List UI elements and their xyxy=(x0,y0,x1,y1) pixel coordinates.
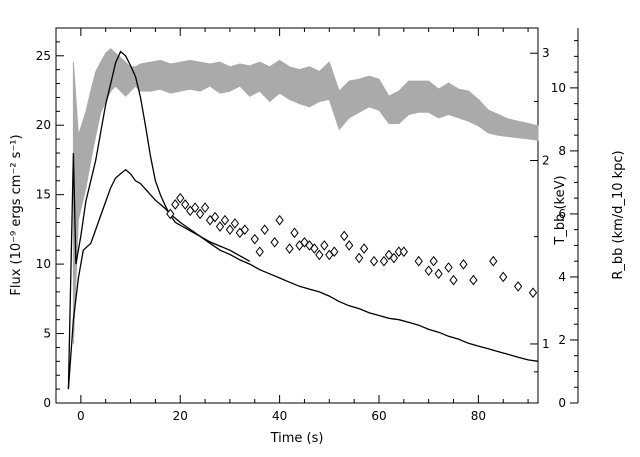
radius-marker xyxy=(215,221,225,232)
radius-marker xyxy=(499,271,508,283)
radius-marker xyxy=(285,243,294,254)
x-tick-label: 80 xyxy=(471,409,486,423)
radius-marker xyxy=(434,268,443,280)
y-axis-label-temperature: T_bb (keV) xyxy=(553,175,568,245)
t-tick-label: 3 xyxy=(542,46,550,60)
x-tick-label: 20 xyxy=(173,409,188,423)
radius-marker xyxy=(399,246,408,258)
radius-marker xyxy=(320,240,329,251)
y-tick-label-flux: 10 xyxy=(36,257,51,271)
radius-marker xyxy=(414,255,423,267)
radius-marker xyxy=(270,236,279,248)
radius-marker xyxy=(424,265,433,276)
radius-marker xyxy=(176,192,185,204)
radius-marker xyxy=(449,274,458,286)
r-tick-label: 2 xyxy=(558,333,566,347)
flux-layer xyxy=(67,50,539,390)
flux-line xyxy=(67,168,539,390)
radius-marker xyxy=(225,224,235,235)
radius-marker xyxy=(310,243,319,254)
r-tick-label: 10 xyxy=(551,81,566,95)
radius-marker xyxy=(181,199,190,210)
r-tick-label: 4 xyxy=(558,270,566,284)
r-tick-label: 8 xyxy=(558,144,566,158)
radius-marker xyxy=(379,255,389,267)
radius-marker xyxy=(369,255,379,267)
y-axis-label-radius: R_bb (km/d_10 kpc) xyxy=(611,150,626,279)
radius-marker xyxy=(230,218,240,229)
radius-marker xyxy=(250,233,259,245)
radius-marker xyxy=(171,199,180,210)
plot-frame xyxy=(55,27,539,404)
radius-marker xyxy=(260,224,269,235)
radius-marker xyxy=(255,246,264,258)
radius-marker xyxy=(389,252,399,264)
y-tick-label-flux: 15 xyxy=(36,188,51,202)
radius-marker xyxy=(459,259,468,270)
r-tick-label: 0 xyxy=(558,396,566,410)
y-tick-label-flux: 0 xyxy=(43,396,51,410)
radius-marker xyxy=(330,246,339,258)
radius-marker xyxy=(513,281,523,292)
radius-marker xyxy=(444,262,453,273)
radius-marker xyxy=(469,274,478,286)
t-tick-label: 2 xyxy=(542,154,550,168)
radius-marker xyxy=(191,202,200,213)
x-tick-label: 0 xyxy=(77,409,85,423)
temperature-band-layer xyxy=(72,48,539,344)
x-tick-label: 60 xyxy=(371,409,386,423)
radius-marker xyxy=(200,202,210,213)
radius-marker xyxy=(340,230,349,242)
y-axis-label-flux: Flux (10⁻⁹ ergs cm⁻² s⁻¹) xyxy=(9,134,24,295)
radius-marker xyxy=(489,255,498,267)
radius-marker xyxy=(345,240,354,251)
radius-marker xyxy=(528,287,538,299)
radius-marker xyxy=(220,214,230,226)
radius-marker xyxy=(240,224,249,235)
radius-marker xyxy=(429,255,438,267)
radius-marker xyxy=(315,249,324,261)
radius-marker xyxy=(354,252,364,264)
radius-marker-layer xyxy=(166,192,538,299)
y-tick-label-flux: 5 xyxy=(43,327,51,341)
r-tick-label: 6 xyxy=(558,207,566,221)
radius-marker xyxy=(359,243,369,254)
t-tick-label: 1 xyxy=(542,337,550,351)
radius-marker xyxy=(166,208,175,220)
radius-marker xyxy=(195,208,205,220)
x-tick-label: 40 xyxy=(272,409,287,423)
radius-marker xyxy=(210,211,220,223)
temperature-band xyxy=(72,48,539,344)
x-axis-label: Time (s) xyxy=(270,431,324,446)
radius-marker xyxy=(275,214,284,226)
y-tick-label-flux: 25 xyxy=(36,49,51,63)
y-tick-label-flux: 20 xyxy=(36,118,51,132)
radius-marker xyxy=(290,227,299,239)
